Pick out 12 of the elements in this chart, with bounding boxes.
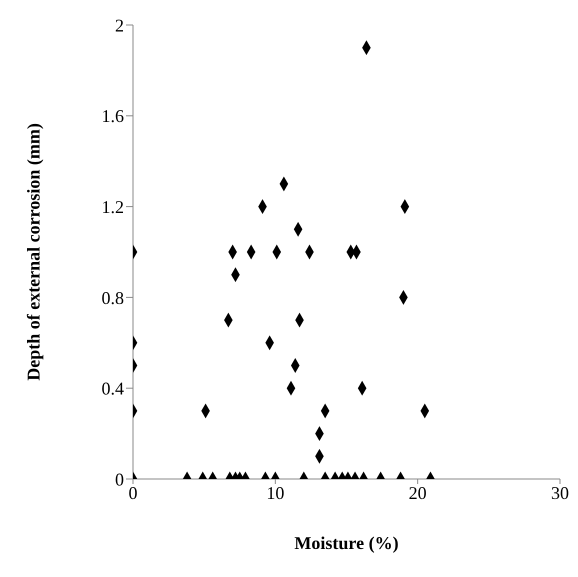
x-tick-label: 30 (551, 482, 569, 503)
y-tick-label: 2 (115, 15, 124, 36)
y-tick-label: 0.4 (102, 378, 124, 399)
x-tick-label: 10 (266, 482, 284, 503)
y-tick-label: 0.8 (102, 288, 124, 308)
y-tick-label: 0 (115, 469, 124, 490)
y-tick-label: 1.6 (102, 106, 124, 126)
x-axis-title: Moisture (%) (294, 533, 399, 553)
x-tick-label: 20 (408, 482, 427, 503)
x-tick-label: 0 (128, 482, 138, 503)
y-tick-label: 1.2 (102, 196, 124, 217)
y-axis-title: Depth of external corrosion (mm) (23, 123, 44, 381)
